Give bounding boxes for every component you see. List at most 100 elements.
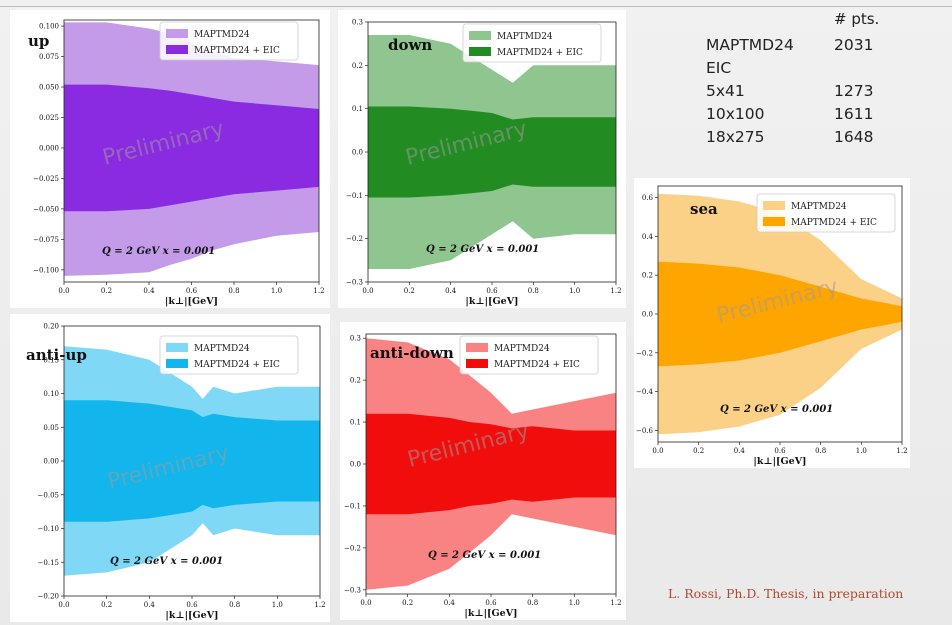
- legend-label: MAPTMD24: [194, 344, 250, 354]
- x-tick-label: 0.2: [101, 601, 112, 609]
- y-tick-label: 0.05: [43, 424, 59, 432]
- y-tick-label: −0.05: [38, 491, 59, 499]
- x-axis-label: |k⊥|[GeV]: [165, 296, 218, 307]
- x-tick-label: 1.2: [313, 287, 324, 295]
- legend-swatch: [166, 343, 188, 352]
- band-maptmd24-eic: [658, 261, 902, 367]
- legend-swatch: [466, 343, 488, 352]
- x-tick-label: 0.4: [444, 599, 456, 607]
- chart-svg: 0.0 0.2 0.4 0.6 0.8 1.0 1.2 −0.3 −0.2 −0.1 0.0 0.1 0…: [344, 333, 622, 619]
- x-tick-label: 0.6: [485, 599, 497, 607]
- legend: MAPTMD24 MAPTMD24 + EIC: [756, 193, 896, 233]
- x-tick-label: 1.0: [569, 287, 580, 295]
- x-tick-label: 0.0: [58, 601, 69, 609]
- legend-label: MAPTMD24 + EIC: [194, 360, 280, 370]
- legend-swatch: [763, 217, 785, 226]
- x-axis-label: |k⊥|[GeV]: [465, 296, 518, 307]
- legend-box: [756, 193, 896, 233]
- chart-svg: 0.0 0.2 0.4 0.6 0.8 1.0 1.2 −0.20 −0.15 −0.10 −0.0…: [26, 323, 326, 622]
- y-tick-label: 0.0: [352, 149, 363, 157]
- legend-label: MAPTMD24: [791, 202, 847, 212]
- chart-svg: 0.0 0.2 0.4 0.6 0.8 1.0 1.2 −0.6 −0.4 −0.2 0.0 0.2 0…: [636, 185, 908, 467]
- y-tick-label: −0.6: [636, 427, 654, 435]
- y-tick-label: −0.3: [344, 586, 361, 594]
- chart-svg: 0.0 0.2 0.4 0.6 0.8 1.0 1.2 −0.100 −0.075 −0.050 −…: [28, 19, 325, 307]
- legend-swatch: [166, 45, 188, 54]
- legend-box: [159, 21, 299, 61]
- x-tick-label: 1.0: [271, 287, 282, 295]
- x-tick-label: 0.0: [652, 447, 663, 455]
- legend-box: [462, 23, 602, 63]
- y-tick-label: 0.10: [43, 390, 59, 398]
- x-tick-label: 0.6: [186, 287, 198, 295]
- x-tick-label: 0.2: [101, 287, 112, 295]
- x-tick-label: 0.8: [815, 447, 826, 455]
- legend-swatch: [469, 31, 491, 40]
- x-tick-label: 0.8: [229, 601, 240, 609]
- y-tick-label: −0.100: [33, 266, 59, 274]
- points-row-value: 1648: [834, 128, 874, 146]
- x-tick-label: 1.0: [856, 447, 867, 455]
- panel-title: anti-down: [370, 344, 454, 362]
- legend-label: MAPTMD24 + EIC: [497, 48, 583, 58]
- y-tick-label: −0.1: [346, 192, 363, 200]
- chart-sea: 0.0 0.2 0.4 0.6 0.8 1.0 1.2 −0.6 −0.4 −0.2 0.0 0.2 0…: [634, 178, 910, 468]
- y-tick-label: −0.025: [33, 175, 59, 183]
- credit-text: L. Rossi, Ph.D. Thesis, in preparation: [668, 586, 904, 601]
- legend-box: [459, 335, 599, 375]
- y-tick-label: −0.10: [38, 525, 59, 533]
- y-tick-label: 0.025: [39, 114, 59, 122]
- x-tick-label: 0.4: [445, 287, 457, 295]
- top-rule: [0, 6, 952, 7]
- y-tick-label: −0.2: [344, 544, 361, 552]
- legend-swatch: [166, 29, 188, 38]
- panel-title: up: [28, 32, 49, 50]
- x-tick-label: 1.2: [314, 601, 325, 609]
- y-tick-label: 0.000: [39, 144, 59, 152]
- legend-label: MAPTMD24 + EIC: [494, 360, 580, 370]
- y-tick-label: 0.3: [350, 335, 361, 343]
- y-tick-label: −0.075: [33, 236, 59, 244]
- x-axis-label: |k⊥|[GeV]: [753, 456, 806, 467]
- x-tick-label: 1.0: [272, 601, 283, 609]
- band-maptmd24-eic: [368, 106, 616, 198]
- x-tick-label: 1.2: [896, 447, 907, 455]
- y-tick-label: −0.050: [33, 205, 59, 213]
- x-tick-label: 0.4: [734, 447, 746, 455]
- panel-title: down: [388, 36, 432, 54]
- points-row-label: 10x100: [706, 105, 765, 123]
- legend-box: [159, 335, 299, 375]
- y-tick-label: 0.050: [39, 84, 59, 92]
- y-tick-label: 0.4: [642, 233, 654, 241]
- y-tick-label: −0.2: [636, 349, 653, 357]
- y-tick-label: −0.1: [344, 502, 361, 510]
- band-maptmd24-eic: [64, 84, 319, 212]
- x-tick-label: 0.6: [486, 287, 498, 295]
- points-row-value: 1273: [834, 82, 874, 100]
- y-tick-label: 0.00: [43, 458, 59, 466]
- points-header: # pts.: [834, 10, 880, 28]
- panel-title: anti-up: [26, 346, 87, 364]
- kinematics-note: Q = 2 GeV x = 0.001: [720, 404, 833, 415]
- kinematics-note: Q = 2 GeV x = 0.001: [426, 244, 539, 255]
- y-tick-label: −0.3: [346, 279, 363, 287]
- y-tick-label: −0.2: [346, 235, 363, 243]
- legend-label: MAPTMD24: [494, 344, 550, 354]
- legend: MAPTMD24 MAPTMD24 + EIC: [459, 335, 599, 375]
- kinematics-note: Q = 2 GeV x = 0.001: [110, 556, 223, 567]
- chart-anti-up: 0.0 0.2 0.4 0.6 0.8 1.0 1.2 −0.20 −0.15 −0.10 −0.0…: [10, 314, 330, 622]
- legend-label: MAPTMD24 + EIC: [194, 46, 280, 56]
- points-row-label: 18x275: [706, 128, 765, 146]
- x-tick-label: 0.2: [404, 287, 415, 295]
- x-tick-label: 1.2: [610, 599, 621, 607]
- y-tick-label: 0.100: [39, 23, 59, 31]
- legend-label: MAPTMD24: [497, 32, 553, 42]
- legend-swatch: [763, 201, 785, 210]
- x-tick-label: 0.0: [362, 287, 373, 295]
- y-tick-label: 0.1: [350, 419, 361, 427]
- y-tick-label: 0.6: [642, 194, 654, 202]
- band-maptmd24-eic: [64, 400, 320, 522]
- x-tick-label: 0.8: [228, 287, 239, 295]
- legend-label: MAPTMD24 + EIC: [791, 218, 877, 228]
- legend-swatch: [166, 359, 188, 368]
